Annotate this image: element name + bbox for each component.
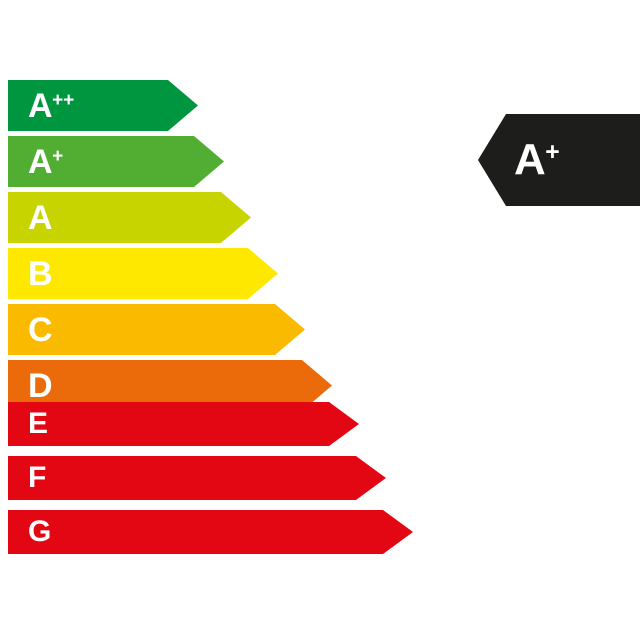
grade-bar-shape xyxy=(8,136,224,187)
grade-letter: E xyxy=(28,407,48,440)
grade-letter: G xyxy=(28,515,51,548)
grade-bar-label: A+ xyxy=(28,145,63,179)
grade-letter: B xyxy=(28,254,53,293)
grade-bar-e: E xyxy=(8,402,359,446)
rating-badge: A+ xyxy=(478,114,640,206)
grade-bar-shape xyxy=(8,510,413,554)
grade-bar-shape xyxy=(8,304,305,355)
grade-bar-shape xyxy=(8,360,332,411)
grade-bar-a: A xyxy=(8,192,251,243)
grade-suffix: ++ xyxy=(52,89,75,111)
grade-letter: A xyxy=(28,142,53,181)
rating-badge-label: A+ xyxy=(514,135,560,184)
grade-bar-label: G xyxy=(28,517,51,547)
grade-bar-label: A++ xyxy=(28,89,74,123)
grade-bar-a-plus: A+ xyxy=(8,136,224,187)
rating-letter: A xyxy=(514,135,546,184)
grade-bar-f: F xyxy=(8,456,386,500)
grade-letter: A xyxy=(28,86,53,125)
grade-letter: A xyxy=(28,198,53,237)
grade-bar-shape xyxy=(8,80,198,131)
grade-bar-label: A xyxy=(28,198,53,237)
grade-letter: F xyxy=(28,461,46,494)
grade-bar-shape xyxy=(8,456,386,500)
grade-bar-label: C xyxy=(28,310,53,349)
grade-bar-label: E xyxy=(28,409,48,439)
grade-bar-label: D xyxy=(28,366,53,405)
grade-bar-shape xyxy=(8,248,278,299)
grade-letter: D xyxy=(28,366,53,405)
grade-bar-c: C xyxy=(8,304,305,355)
grade-bar-g: G xyxy=(8,510,413,554)
grade-letter: C xyxy=(28,310,53,349)
grade-bar-label: B xyxy=(28,254,53,293)
grade-bar-d: D xyxy=(8,360,332,411)
grade-bar-label: F xyxy=(28,463,46,493)
grade-bar-b: B xyxy=(8,248,278,299)
rating-badge-shape xyxy=(478,114,640,206)
grade-bar-shape xyxy=(8,192,251,243)
grade-bar-a-plus-plus: A++ xyxy=(8,80,198,131)
rating-suffix: + xyxy=(545,139,560,167)
grade-suffix: + xyxy=(52,145,64,167)
grade-bar-shape xyxy=(8,402,359,446)
